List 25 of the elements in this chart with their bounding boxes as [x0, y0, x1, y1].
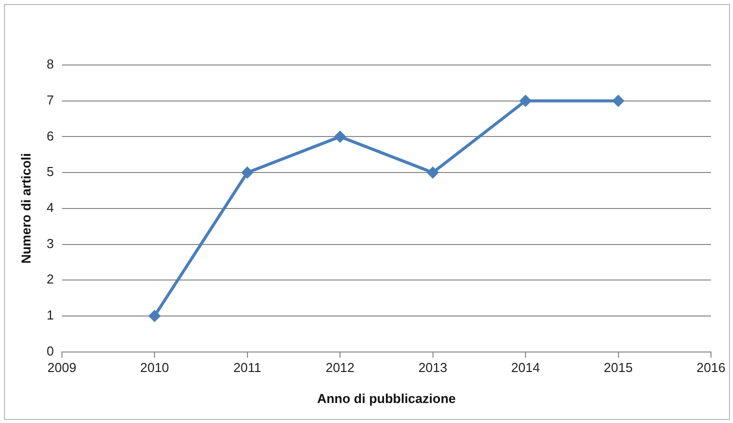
y-tick-label: 6: [46, 128, 54, 144]
x-tick-label: 2016: [696, 360, 726, 376]
y-tick-label: 5: [46, 164, 54, 180]
point: [148, 310, 161, 322]
x-tick-label: 2011: [233, 360, 262, 376]
x-tick-label: 2009: [47, 360, 76, 376]
x-tick-label: 2013: [418, 360, 448, 376]
y-tick-label: 7: [46, 92, 54, 108]
y-tick-label: 8: [46, 56, 54, 72]
x-tick-label: 2012: [326, 360, 355, 376]
point: [612, 94, 624, 107]
x-tick-label: 2014: [511, 360, 540, 376]
y-tick-label: 3: [46, 236, 54, 251]
point: [520, 94, 532, 107]
point: [334, 130, 346, 143]
y-tick-label: 4: [46, 200, 54, 215]
y-axis-title: Numero di articoli: [18, 153, 34, 264]
point: [426, 166, 439, 179]
x-axis-title: Anno di pubblicazione: [317, 390, 456, 406]
y-tick-label: 0: [46, 343, 54, 358]
y-tick-label: 1: [46, 308, 54, 323]
y-tick-label: 2: [46, 272, 54, 287]
point: [241, 166, 254, 179]
x-tick-label: 2015: [604, 360, 633, 376]
x-tick-label: 2010: [140, 360, 170, 376]
